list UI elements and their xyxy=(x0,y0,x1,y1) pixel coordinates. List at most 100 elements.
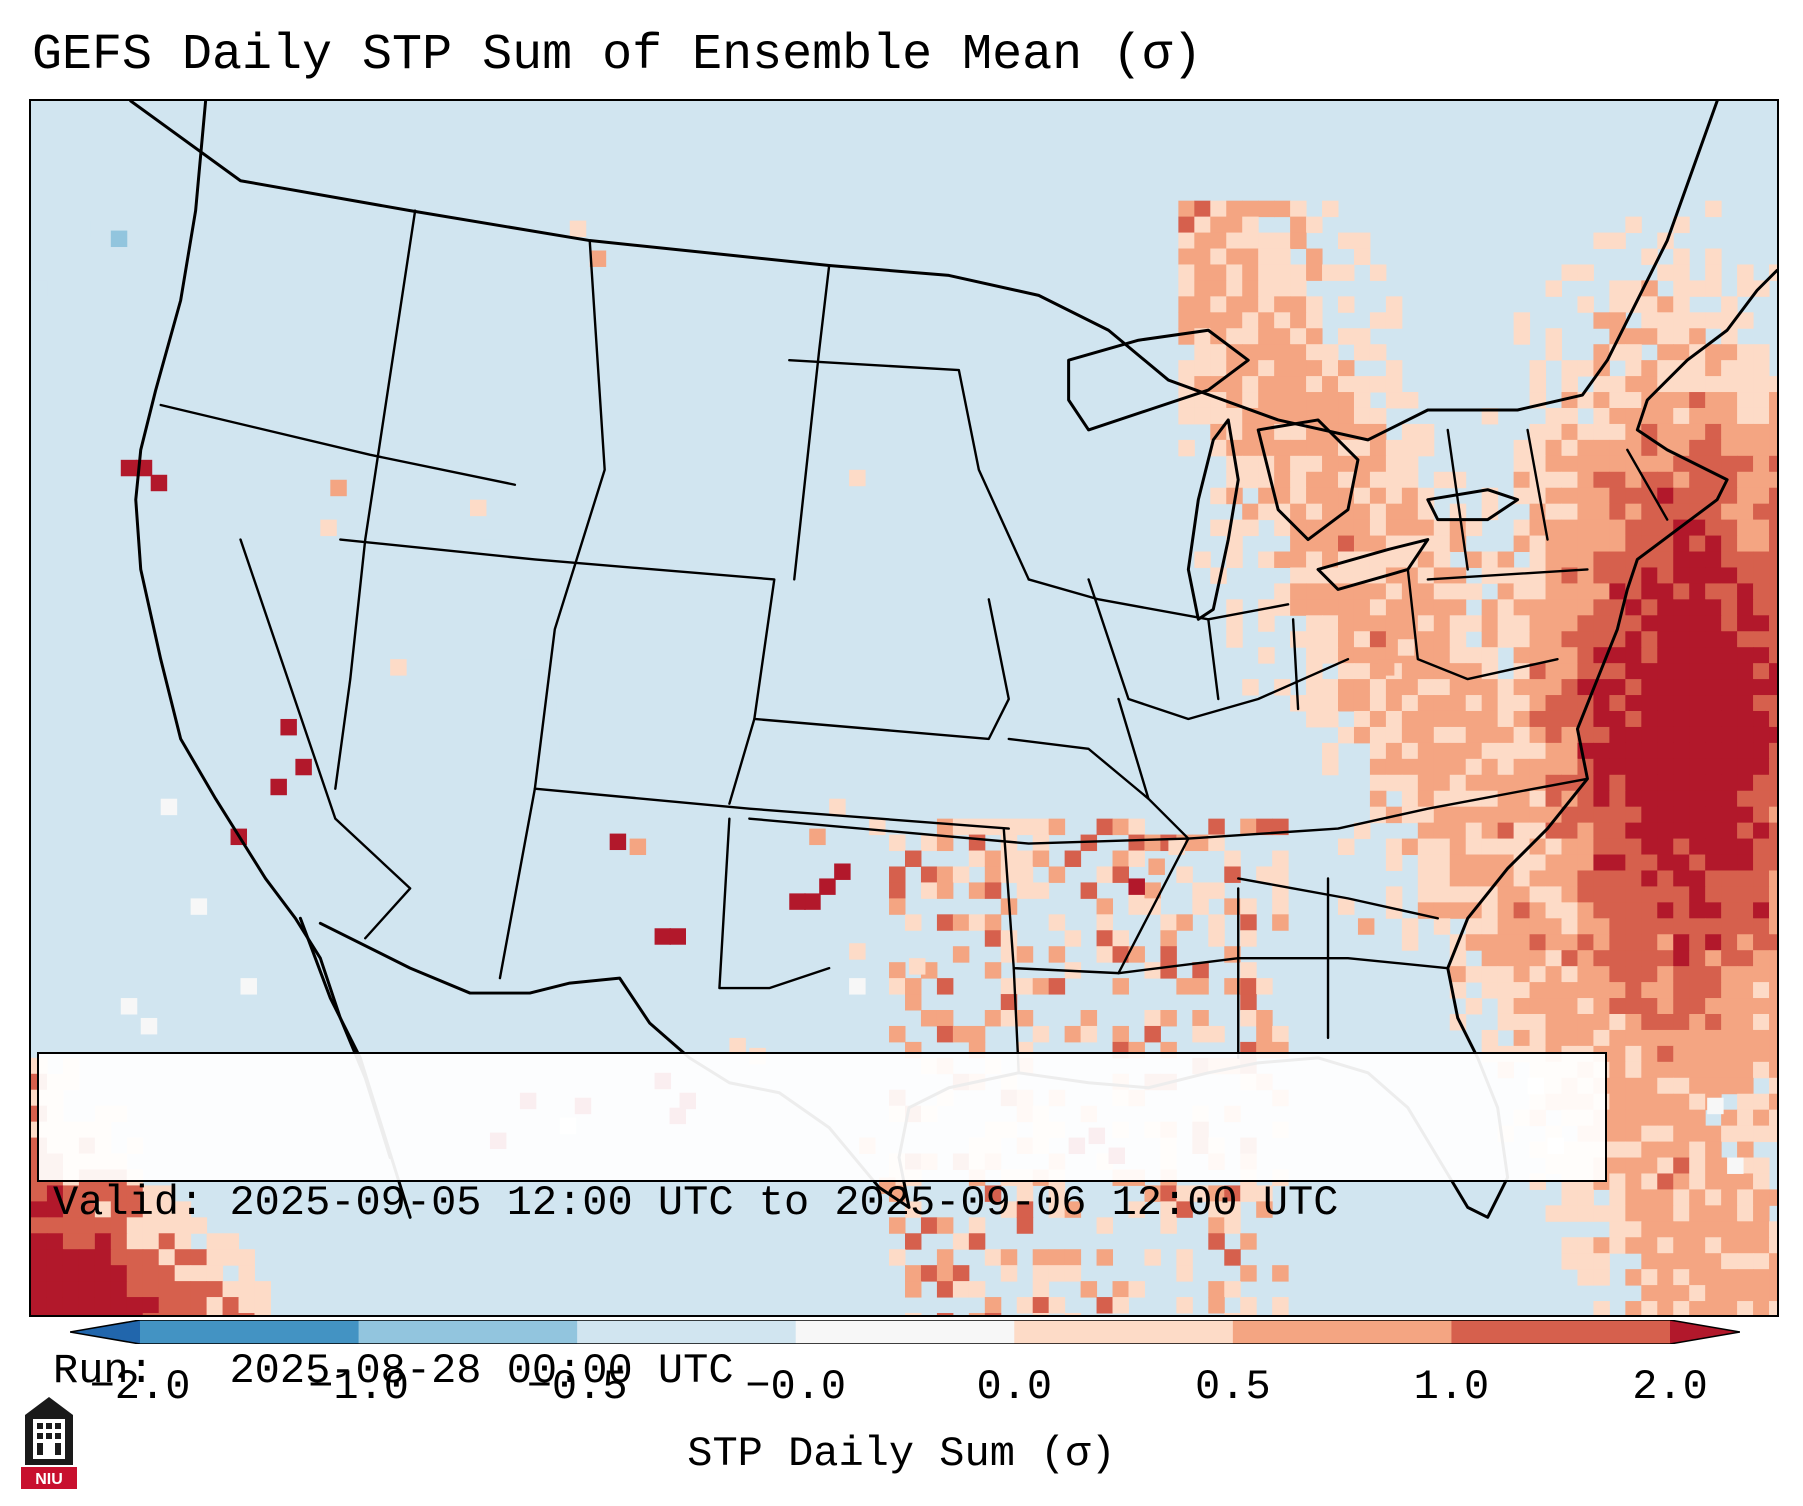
stp-cell xyxy=(1401,599,1419,616)
stp-cell xyxy=(1673,934,1690,951)
stp-cell xyxy=(1593,1205,1610,1222)
stp-cell xyxy=(1753,1189,1770,1206)
stp-cell xyxy=(1240,1297,1257,1314)
stp-cell xyxy=(1673,1205,1690,1222)
stp-cell xyxy=(1369,679,1387,696)
stp-cell xyxy=(1290,503,1307,521)
stp-cell xyxy=(1689,519,1706,537)
stp-cell xyxy=(1417,567,1435,584)
stp-cell xyxy=(1625,216,1642,234)
stp-cell xyxy=(174,1281,192,1298)
stp-cell xyxy=(1290,344,1307,361)
stp-cell xyxy=(1737,758,1754,776)
stp-cell xyxy=(1497,902,1515,919)
stp-cell xyxy=(1210,216,1227,234)
stp-cell xyxy=(1769,1221,1777,1238)
stp-cell xyxy=(1160,1201,1177,1218)
stp-cell xyxy=(1753,918,1770,935)
stp-cell xyxy=(1032,850,1050,867)
stp-cell xyxy=(1721,360,1738,377)
stp-cell xyxy=(1641,710,1658,728)
colorbar-tick-label: 0.5 xyxy=(1195,1363,1271,1411)
stp-cell xyxy=(1657,822,1674,840)
stp-cell xyxy=(936,1313,954,1315)
stp-cell xyxy=(1112,850,1129,867)
stp-cell xyxy=(1577,790,1594,808)
stp-cell xyxy=(1609,1189,1626,1206)
stp-cell xyxy=(1545,1013,1562,1031)
stp-cell xyxy=(1721,1029,1738,1047)
stp-cell xyxy=(1705,918,1722,935)
stp-cell xyxy=(1433,854,1451,871)
stp-cell xyxy=(1625,663,1642,680)
stp-cell xyxy=(222,1249,240,1266)
stp-cell xyxy=(158,1201,176,1218)
stp-cell xyxy=(1721,567,1738,584)
stp-cell xyxy=(1625,838,1642,856)
stp-cell xyxy=(1433,806,1451,824)
stp-cell xyxy=(1721,966,1738,983)
stp-cell xyxy=(1561,264,1578,281)
stp-cell xyxy=(1513,742,1531,760)
stp-cell xyxy=(1625,1061,1642,1079)
stp-cell xyxy=(1096,818,1114,836)
stp-cell xyxy=(1016,1297,1034,1314)
stp-cell xyxy=(1080,1281,1098,1298)
stp-cell xyxy=(1769,631,1777,648)
stp-cell xyxy=(1242,455,1259,473)
stp-cell xyxy=(1194,216,1211,234)
stp-cell xyxy=(1433,551,1451,568)
stp-cell xyxy=(968,1281,986,1298)
stp-cell xyxy=(1625,1269,1642,1286)
stp-cell xyxy=(1689,918,1706,935)
stp-cell xyxy=(1240,818,1257,836)
stp-cell xyxy=(1481,918,1499,935)
stp-cell xyxy=(1641,471,1658,489)
stp-cell xyxy=(94,1233,112,1250)
stp-cell xyxy=(254,1313,271,1315)
stp-cell xyxy=(1096,1297,1114,1314)
stp-cell xyxy=(1258,328,1275,345)
canada-us-border xyxy=(129,101,1719,442)
stp-cell xyxy=(1689,1301,1706,1315)
stp-cell xyxy=(1657,344,1674,361)
stp-cell xyxy=(1593,312,1610,329)
stp-cell xyxy=(1545,663,1562,680)
stp-cell xyxy=(1545,870,1562,887)
stp-cell xyxy=(1705,280,1722,297)
stp-cell xyxy=(1545,934,1562,951)
stp-cell xyxy=(1178,264,1195,281)
stp-cell xyxy=(1705,758,1722,776)
stp-cell xyxy=(1705,1237,1722,1254)
stp-cell xyxy=(1322,264,1339,281)
stp-cell xyxy=(1417,758,1435,776)
stp-cell xyxy=(1593,918,1610,935)
stp-cell xyxy=(1609,1029,1626,1047)
stp-cell xyxy=(1657,1205,1674,1222)
stp-cell xyxy=(1641,1189,1658,1206)
stp-cell xyxy=(1338,232,1355,250)
stp-cell xyxy=(1513,966,1531,983)
stp-cell xyxy=(1256,1025,1273,1043)
stp-cell xyxy=(1513,774,1531,792)
stp-cell xyxy=(1016,882,1034,899)
stp-cell xyxy=(1128,878,1145,895)
stp-cell xyxy=(1769,1013,1777,1031)
stp-cell xyxy=(1529,599,1547,616)
stp-cell xyxy=(1401,774,1419,792)
stp-cell xyxy=(1465,710,1483,728)
stp-cell xyxy=(1625,376,1642,393)
stp-cell xyxy=(1769,806,1777,824)
stp-cell xyxy=(1322,615,1339,632)
stp-cell xyxy=(1705,1141,1722,1159)
stp-cell xyxy=(952,818,970,836)
stp-cell xyxy=(1577,1205,1594,1222)
colorbar-tick-label: −0.5 xyxy=(526,1363,628,1411)
stp-cell xyxy=(238,1281,255,1298)
stp-cell xyxy=(1545,695,1562,712)
stp-cell xyxy=(1369,790,1387,808)
stp-cell xyxy=(1641,1109,1658,1127)
stp-cell xyxy=(1577,439,1594,457)
stp-cell xyxy=(1737,1301,1754,1315)
stp-cell xyxy=(254,1281,271,1298)
